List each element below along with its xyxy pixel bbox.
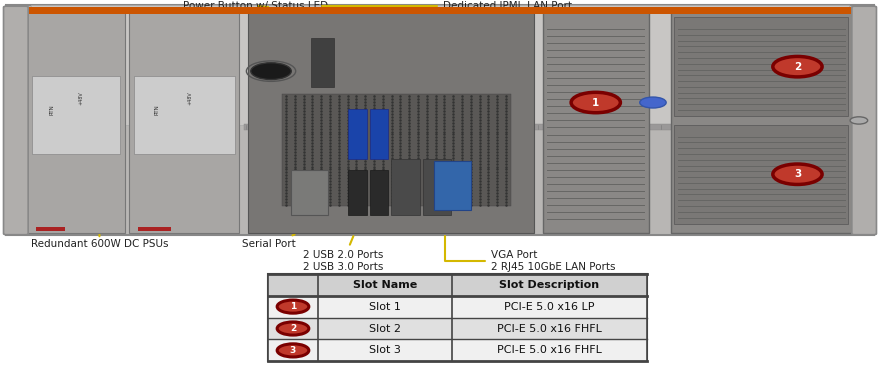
Text: PCI-E 5.0 x16 FHFL: PCI-E 5.0 x16 FHFL bbox=[497, 323, 602, 334]
Bar bbox=[268, 318, 647, 339]
Bar bbox=[31, 5, 849, 125]
Text: Serial Port: Serial Port bbox=[241, 235, 296, 249]
Bar bbox=[268, 274, 647, 296]
Text: Slot Name: Slot Name bbox=[353, 280, 417, 290]
Bar bbox=[543, 8, 649, 233]
Circle shape bbox=[850, 117, 868, 124]
Bar bbox=[282, 93, 511, 205]
Text: RTN: RTN bbox=[49, 104, 55, 115]
Bar bbox=[11, 7, 869, 14]
Bar bbox=[134, 76, 235, 154]
Text: RTN: RTN bbox=[154, 104, 159, 115]
Text: 1: 1 bbox=[592, 97, 599, 108]
FancyBboxPatch shape bbox=[4, 6, 28, 235]
Bar bbox=[348, 170, 367, 215]
Bar bbox=[248, 8, 534, 233]
Circle shape bbox=[640, 97, 666, 108]
Bar bbox=[370, 109, 388, 158]
Bar bbox=[244, 124, 847, 130]
Bar bbox=[138, 227, 171, 231]
Text: 2: 2 bbox=[290, 324, 297, 333]
Text: VGA Port
2 RJ45 10GbE LAN Ports: VGA Port 2 RJ45 10GbE LAN Ports bbox=[444, 237, 615, 272]
Text: 3: 3 bbox=[794, 169, 801, 179]
Circle shape bbox=[571, 92, 620, 113]
Text: Dedicated IPMI  LAN Port: Dedicated IPMI LAN Port bbox=[322, 1, 572, 11]
Bar bbox=[312, 38, 334, 87]
Text: Power Button w/ Status LED: Power Button w/ Status LED bbox=[183, 1, 327, 11]
Bar bbox=[27, 8, 125, 233]
Circle shape bbox=[277, 344, 309, 357]
Bar bbox=[674, 18, 848, 116]
Circle shape bbox=[277, 322, 309, 335]
Bar bbox=[0, 0, 880, 235]
Text: PCI-E 5.0 x16 LP: PCI-E 5.0 x16 LP bbox=[504, 301, 595, 312]
Text: 3: 3 bbox=[290, 346, 297, 355]
Bar bbox=[268, 296, 647, 318]
Bar bbox=[370, 170, 388, 215]
FancyBboxPatch shape bbox=[852, 6, 876, 235]
Text: PCI-E 5.0 x16 FHFL: PCI-E 5.0 x16 FHFL bbox=[497, 345, 602, 356]
Text: 2 USB 2.0 Ports
2 USB 3.0 Ports: 2 USB 2.0 Ports 2 USB 3.0 Ports bbox=[303, 236, 384, 272]
Bar bbox=[32, 76, 121, 154]
Bar bbox=[36, 227, 65, 231]
Bar bbox=[291, 170, 328, 215]
Bar bbox=[6, 5, 874, 235]
Text: Slot Description: Slot Description bbox=[499, 280, 599, 290]
Bar bbox=[268, 339, 647, 361]
Bar bbox=[434, 161, 472, 210]
Circle shape bbox=[277, 300, 309, 313]
Bar bbox=[268, 274, 647, 361]
Text: 2: 2 bbox=[794, 62, 801, 72]
Bar bbox=[129, 8, 239, 233]
Text: Slot 2: Slot 2 bbox=[369, 323, 400, 334]
Bar bbox=[671, 8, 852, 233]
Text: Redundant 600W DC PSUs: Redundant 600W DC PSUs bbox=[31, 234, 168, 249]
Bar bbox=[348, 109, 367, 158]
Text: Slot 1: Slot 1 bbox=[369, 301, 400, 312]
Circle shape bbox=[773, 164, 822, 184]
Text: +48V: +48V bbox=[187, 91, 193, 105]
Circle shape bbox=[251, 63, 291, 80]
Text: Slot 3: Slot 3 bbox=[369, 345, 400, 356]
Bar bbox=[674, 125, 848, 223]
Text: 1: 1 bbox=[290, 302, 297, 311]
Text: +48V: +48V bbox=[78, 91, 84, 105]
Bar bbox=[422, 158, 451, 215]
Circle shape bbox=[773, 57, 822, 77]
Bar bbox=[392, 158, 420, 215]
